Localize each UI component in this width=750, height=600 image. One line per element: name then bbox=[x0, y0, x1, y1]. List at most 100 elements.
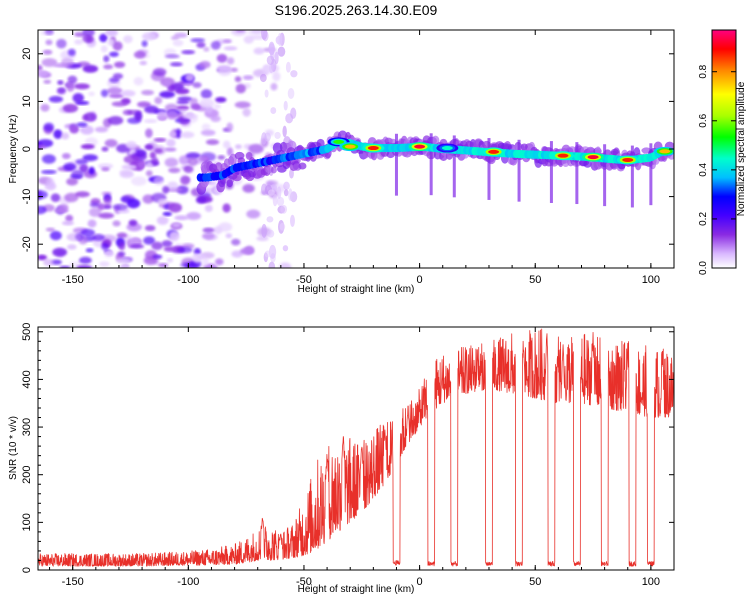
spectrogram-spike bbox=[487, 138, 491, 200]
spectrogram-noise-blob bbox=[164, 157, 179, 168]
spectrogram-noise-blob bbox=[213, 226, 223, 235]
spectrogram-hotspot-core bbox=[622, 157, 634, 162]
spectrogram-noise-blob bbox=[242, 108, 251, 117]
spectrogram-ridge-halo bbox=[226, 179, 233, 188]
spectrogram-noise-blob bbox=[120, 196, 132, 203]
spectrogram-ridge-halo bbox=[214, 162, 223, 172]
spectrogram-noise-blob bbox=[256, 236, 269, 242]
spectrogram-spike bbox=[549, 141, 553, 203]
snr-y-tick-label: 300 bbox=[21, 418, 33, 436]
spectrogram-ridge-halo bbox=[316, 138, 325, 148]
spectrogram-noise-blob bbox=[112, 203, 129, 211]
spectrogram-noise-blob bbox=[129, 244, 145, 249]
spectrogram-noise-blob bbox=[158, 263, 169, 268]
colorbar-tick-label: 0.2 bbox=[698, 212, 709, 226]
spectrogram-noise-blob bbox=[122, 109, 133, 116]
spectrogram-noise-blob bbox=[105, 251, 114, 256]
spectrogram-y-tick-label: -20 bbox=[21, 236, 33, 252]
spectrogram-noise-blob bbox=[43, 79, 52, 84]
snr-y-tick-label: 500 bbox=[21, 323, 33, 341]
spectrogram-noise-blob bbox=[201, 257, 210, 266]
colorbar-tick-label: 0.8 bbox=[698, 64, 709, 78]
spectrogram-noise-blob bbox=[167, 181, 179, 191]
spectrogram-noise-blob bbox=[133, 76, 144, 86]
spectrogram-noise-blob bbox=[192, 82, 202, 88]
spectrogram-noise-blob bbox=[196, 41, 206, 49]
spectrogram-noise-blob bbox=[274, 131, 281, 140]
spectrogram-noise-blob bbox=[72, 92, 84, 103]
spectrogram-noise-blob bbox=[99, 261, 110, 267]
spectrogram-noise-blob bbox=[181, 49, 196, 55]
spectrogram-noise-blob bbox=[48, 95, 64, 103]
spectrogram-y-tick-label: -10 bbox=[21, 189, 33, 205]
spectrogram-noise-blob bbox=[164, 147, 177, 152]
spectrogram-noise-blob bbox=[141, 40, 148, 47]
snr-frame bbox=[37, 326, 675, 571]
spectrogram-noise-blob bbox=[61, 132, 70, 140]
spectrogram-noise-blob bbox=[101, 242, 110, 251]
colorbar-frame bbox=[711, 29, 737, 269]
spectrogram-noise-blob bbox=[38, 254, 48, 261]
spectrogram-noise-blob bbox=[59, 265, 71, 268]
snr-x-label: Height of straight line (km) bbox=[298, 584, 415, 595]
spectrogram-noise-blob bbox=[131, 176, 147, 186]
spectrogram-noise-blob bbox=[176, 100, 190, 105]
spectrogram-noise-blob bbox=[164, 103, 179, 112]
snr-y-label: SNR (10 * v/v) bbox=[8, 416, 19, 480]
spectrogram-ridge-halo bbox=[583, 160, 592, 168]
spectrogram-hotspot-core bbox=[488, 149, 500, 154]
spectrogram-y-tick-label: 0 bbox=[21, 146, 33, 152]
spectrogram-noise-blob bbox=[231, 238, 241, 246]
spectrogram-noise-blob bbox=[119, 264, 129, 268]
spectrogram-noise-blob bbox=[202, 232, 215, 240]
spectrogram-noise-blob bbox=[163, 246, 177, 252]
spectrogram-noise-blob bbox=[276, 196, 285, 207]
spectrogram-noise-blob bbox=[261, 30, 268, 40]
spectrogram-noise-blob bbox=[269, 63, 274, 74]
spectrogram-noise-blob bbox=[174, 215, 189, 221]
spectrogram-noise-blob bbox=[51, 259, 62, 265]
spectrogram-noise-blob bbox=[277, 186, 282, 199]
spectrogram-noise-blob bbox=[53, 129, 63, 139]
spectrogram-noise-blob bbox=[76, 122, 88, 128]
spectrogram-x-ticks: -150 -100 -50 0 50 100 bbox=[49, 30, 675, 286]
spectrogram-noise-blob bbox=[68, 261, 82, 268]
spectrogram-spike bbox=[394, 133, 398, 196]
spectrogram-x-tick-label: -50 bbox=[296, 274, 312, 286]
spectrogram-noise-blob bbox=[151, 157, 159, 166]
spectrogram-noise-blob bbox=[40, 103, 50, 112]
spectrogram-noise-blob bbox=[94, 126, 109, 133]
spectrogram-noise-blob bbox=[74, 32, 86, 37]
spectrogram-noise-blob bbox=[137, 159, 146, 169]
spectrogram-noise-blob bbox=[266, 216, 274, 223]
snr-panel: -150 -100 -50 0 50 100 0 100 200 300 400 500 Heigh… bbox=[8, 323, 675, 595]
spectrogram-noise-blob bbox=[289, 168, 294, 179]
spectrogram-noise-blob bbox=[79, 164, 89, 173]
spectrogram-noise-blob bbox=[182, 113, 199, 119]
spectrogram-noise-blob bbox=[40, 169, 57, 175]
snr-y-tick-label: 200 bbox=[21, 466, 33, 484]
spectrogram-spike bbox=[517, 139, 521, 202]
spectrogram-noise-blob bbox=[283, 189, 289, 197]
spectrogram-noise-blob bbox=[111, 101, 128, 107]
spectrogram-noise-blob bbox=[145, 170, 153, 177]
spectrogram-noise-blob bbox=[165, 110, 179, 120]
spectrogram-noise-blob bbox=[272, 193, 278, 207]
spectrogram-noise-blob bbox=[282, 245, 289, 252]
spectrogram-noise-blob bbox=[61, 220, 74, 226]
spectrogram-noise-blob bbox=[108, 93, 124, 99]
spectrogram-noise-blob bbox=[85, 248, 94, 253]
spectrogram-noise-blob bbox=[172, 39, 184, 47]
spectrogram-noise-blob bbox=[141, 32, 157, 41]
spectrogram-noise-blob bbox=[279, 262, 292, 268]
spectrogram-noise-blob bbox=[112, 73, 124, 80]
spectrogram-noise-blob bbox=[242, 183, 255, 193]
spectrogram-noise-blob bbox=[105, 30, 118, 37]
spectrogram-noise-blob bbox=[88, 166, 95, 175]
colorbar-gradient bbox=[712, 30, 736, 268]
spectrogram-noise-blob bbox=[190, 38, 206, 43]
spectrogram-noise-blob bbox=[272, 71, 281, 82]
spectrogram-noise-blob bbox=[106, 38, 115, 46]
spectrogram-noise-blob bbox=[234, 144, 242, 150]
